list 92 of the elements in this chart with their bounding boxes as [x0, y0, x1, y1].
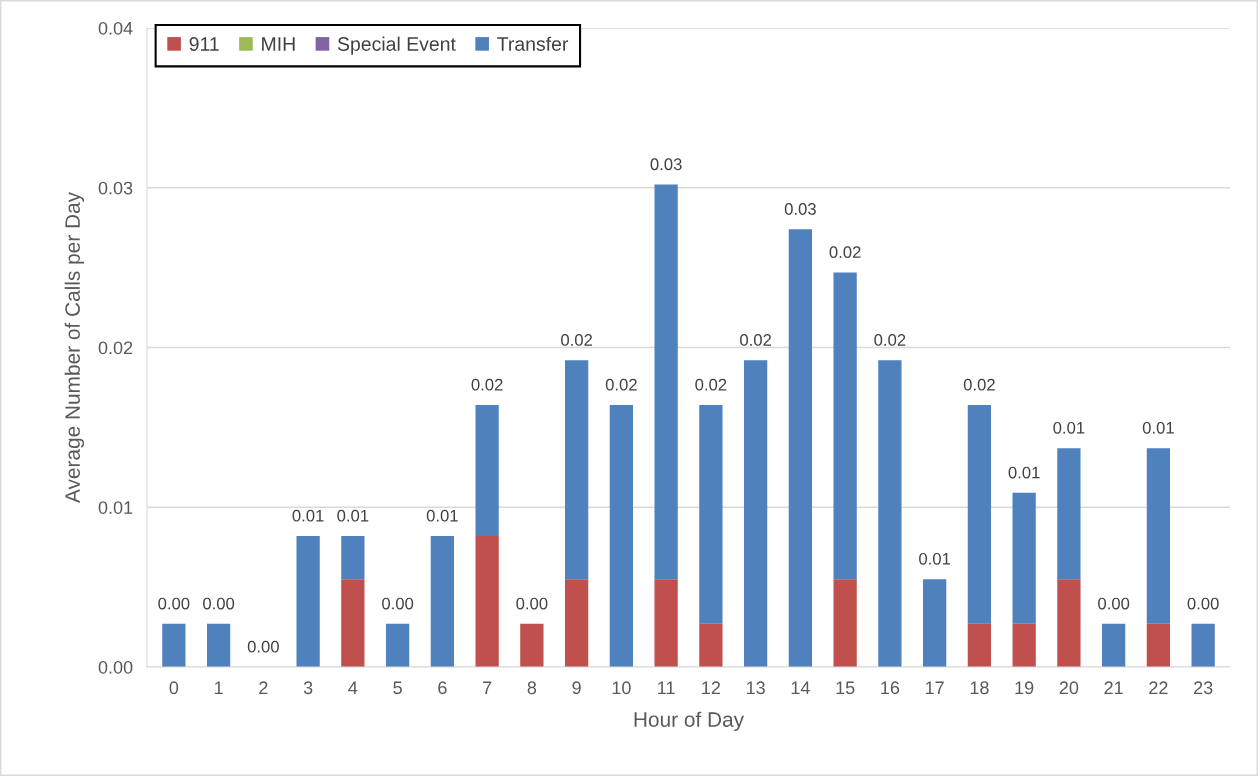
y-tick-label: 0.04	[98, 21, 133, 35]
bar	[1057, 579, 1081, 667]
x-tick-label: 22	[1149, 681, 1168, 694]
bar	[564, 579, 589, 667]
x-tick-label: 16	[881, 681, 900, 695]
total-label: 0.02	[605, 378, 637, 391]
x-tick-label: 19	[1015, 681, 1034, 695]
x-tick-label: 7	[483, 681, 492, 694]
total-label: 0.02	[695, 378, 727, 391]
x-tick-label: 11	[658, 681, 675, 694]
bar	[475, 405, 499, 537]
total-label: 0.02	[471, 378, 503, 391]
x-tick-label: 5	[393, 681, 402, 695]
total-label: 0.02	[829, 246, 861, 259]
y-tick-label: 0.01	[98, 501, 133, 514]
bar	[520, 623, 544, 667]
total-label: 0.02	[561, 334, 592, 346]
bar	[341, 579, 365, 667]
bar	[743, 360, 768, 667]
bar	[967, 623, 992, 667]
legend-label: Transfer	[497, 36, 569, 51]
x-tick-label: 3	[303, 681, 313, 695]
total-label: 0.02	[874, 334, 906, 346]
y-axis-title: Average Number of Calls per Day	[64, 191, 85, 503]
total-label: 0.01	[1008, 466, 1040, 479]
total-label: 0.01	[919, 552, 951, 565]
bar	[833, 272, 857, 580]
total-label: 0.00	[382, 597, 414, 610]
bar	[564, 360, 589, 580]
y-tick-label: 0.00	[98, 660, 133, 674]
x-tick-label: 18	[970, 681, 989, 695]
bar	[1191, 623, 1215, 667]
y-tick-label: 0.02	[98, 341, 133, 355]
legend-label: Special Event	[337, 36, 456, 55]
bar	[206, 623, 231, 667]
x-tick-label: 13	[746, 681, 765, 695]
x-tick-label: 21	[1104, 681, 1123, 694]
bar	[385, 623, 410, 667]
bar	[1146, 448, 1171, 624]
bar	[430, 536, 454, 667]
x-tick-label: 0	[169, 681, 179, 695]
x-tick-label: 23	[1194, 681, 1213, 695]
total-label: 0.03	[650, 158, 682, 171]
total-label: 0.01	[1142, 421, 1174, 434]
total-label: 0.00	[247, 640, 279, 653]
total-label: 0.02	[963, 378, 995, 391]
legend-label: MIH	[262, 37, 295, 51]
x-tick-label: 20	[1059, 681, 1079, 695]
x-tick-label: 9	[572, 681, 581, 695]
bar	[788, 229, 813, 667]
x-tick-label: 1	[214, 681, 223, 694]
bar	[1146, 623, 1171, 667]
bar	[1012, 492, 1036, 624]
y-tick-label: 0.03	[98, 181, 133, 195]
bar	[475, 536, 499, 667]
bar	[833, 579, 857, 667]
bar	[654, 184, 678, 580]
bar	[162, 623, 186, 667]
x-tick-label: 17	[925, 681, 944, 694]
bar	[654, 579, 678, 667]
bar	[967, 405, 992, 624]
bar	[878, 360, 902, 667]
total-label: 0.01	[292, 509, 324, 522]
x-tick-label: 14	[791, 681, 810, 694]
total-label: 0.03	[784, 203, 816, 215]
total-label: 0.00	[203, 597, 235, 610]
total-label: 0.00	[1187, 597, 1219, 610]
bar	[296, 536, 320, 667]
x-tick-label: 12	[702, 681, 721, 694]
x-tick-label: 6	[438, 681, 447, 695]
total-label: 0.01	[426, 509, 458, 522]
bar	[1057, 448, 1081, 580]
x-tick-label: 2	[259, 681, 268, 694]
x-tick-label: 15	[836, 681, 855, 695]
bar	[699, 623, 723, 667]
bar	[609, 405, 634, 667]
total-label: 0.00	[516, 597, 548, 610]
bar	[699, 405, 723, 624]
total-label: 0.02	[740, 334, 772, 346]
bar	[1102, 623, 1126, 667]
bar	[923, 579, 947, 667]
total-label: 0.00	[158, 597, 190, 610]
total-label: 0.01	[1053, 421, 1085, 434]
x-axis-title: Hour of Day	[634, 711, 745, 732]
total-label: 0.01	[337, 509, 369, 522]
legend-label: 911	[189, 37, 219, 51]
x-tick-label: 4	[348, 681, 358, 694]
bar	[1012, 623, 1036, 667]
x-tick-label: 8	[527, 681, 537, 695]
bar	[341, 536, 365, 580]
total-label: 0.00	[1098, 597, 1130, 610]
x-tick-label: 10	[612, 681, 631, 695]
